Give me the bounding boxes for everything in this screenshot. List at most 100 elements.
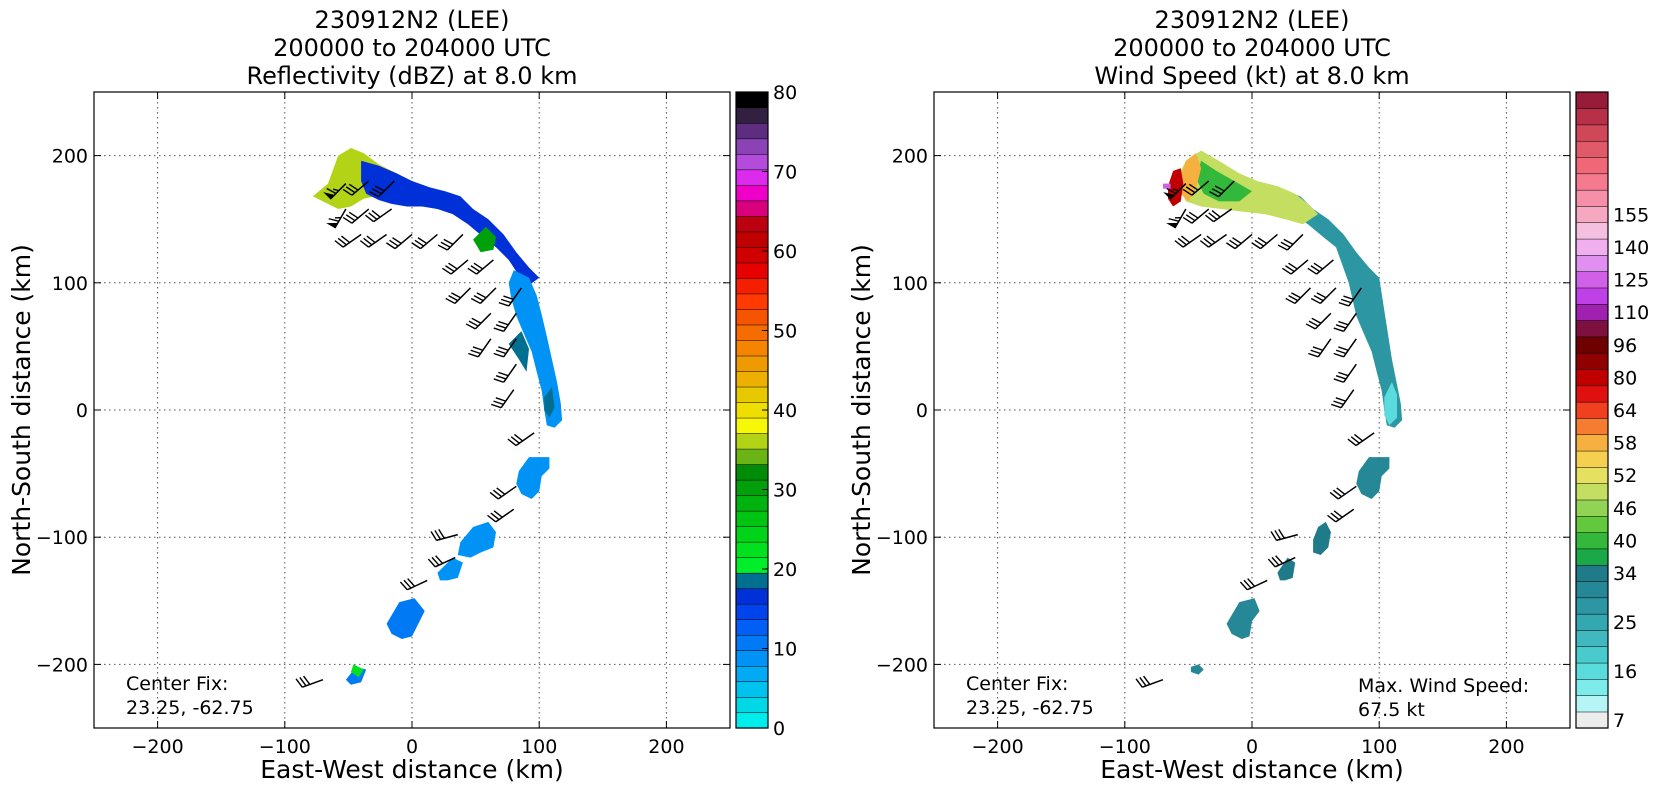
colorbar-segment [1575, 156, 1609, 175]
wind-barb [399, 578, 428, 591]
colorbar-tick-label: 64 [1613, 400, 1637, 422]
x-tick-label: 100 [521, 736, 557, 758]
colorbar-tick-label: 25 [1613, 612, 1637, 634]
wind-barb [1307, 259, 1334, 275]
wind-barb [411, 233, 438, 250]
colorbar-tick-label: 40 [773, 400, 797, 422]
wind-barb [364, 208, 393, 223]
wind-barb [386, 233, 413, 250]
colorbar-segment [735, 696, 769, 714]
colorbar-segment [1575, 91, 1609, 109]
colorbar-segment [735, 138, 769, 155]
colorbar-segment [1575, 140, 1609, 158]
colorbar-tick-label: 46 [1613, 498, 1637, 520]
wind-speed-colorbar: 7 16 25 34 40 46 52 58 64 80 96 110 125 140 155 [1575, 91, 1649, 732]
wind-barb [491, 389, 515, 409]
wind-speed-x-axis-label: East-West distance (km) [1100, 755, 1404, 784]
wind-barb [1277, 233, 1304, 251]
colorbar-segment [735, 526, 769, 543]
colorbar-tick-label: 34 [1613, 563, 1637, 585]
colorbar-segment [735, 510, 769, 527]
colorbar-segment [1575, 352, 1609, 370]
colorbar-segment [1575, 695, 1609, 713]
wind-speed-title-line-2: 200000 to 204000 UTC [1113, 34, 1391, 62]
wind-barb [1182, 180, 1210, 196]
wind-barb [493, 312, 517, 333]
colorbar-segment [735, 712, 769, 729]
field-region [386, 598, 425, 639]
wind-barb [323, 183, 347, 200]
colorbar-segment [1575, 532, 1609, 550]
colorbar-segment [1575, 711, 1609, 729]
wind-barb [1166, 208, 1187, 229]
colorbar-segment [1575, 662, 1609, 680]
x-tick-label: −200 [132, 736, 184, 758]
reflectivity-x-axis-label: East-West distance (km) [260, 755, 564, 784]
x-tick-label: 0 [1246, 736, 1258, 758]
colorbar-segment [735, 464, 769, 481]
colorbar-segment [1575, 271, 1609, 289]
wind-barb [1209, 180, 1235, 198]
field-region [1384, 382, 1397, 426]
colorbar-segment [1575, 613, 1609, 631]
wind-barb [1305, 312, 1332, 330]
wind-barb [369, 180, 395, 198]
reflectivity-echo-field [312, 148, 563, 685]
colorbar-segment [1575, 254, 1609, 272]
wind-barb [1308, 338, 1332, 358]
reflectivity-center-fix-label: Center Fix: [126, 673, 228, 695]
reflectivity-wind-barbs [295, 180, 535, 688]
colorbar-segment [735, 339, 769, 357]
field-region [473, 226, 496, 253]
wind-barb [468, 338, 492, 358]
field-region [1277, 557, 1296, 581]
wind-barb [1329, 485, 1357, 500]
field-region [1180, 153, 1202, 202]
wind-barb [1285, 287, 1312, 305]
colorbar-segment [1575, 124, 1609, 142]
wind-barb [470, 287, 497, 305]
wind-barb [445, 287, 472, 305]
y-tick-label: 200 [892, 146, 928, 168]
colorbar-segment [735, 665, 769, 683]
wind-barb [1226, 233, 1253, 250]
colorbar-segment [1575, 450, 1609, 468]
colorbar-segment [735, 681, 769, 698]
wind-barb [1333, 363, 1357, 383]
colorbar-segment [735, 153, 769, 171]
wind-barb [1135, 675, 1164, 688]
wind-barb [467, 259, 494, 275]
colorbar-segment [735, 308, 769, 326]
colorbar-segment [735, 107, 769, 124]
wind-barb [1163, 183, 1187, 200]
x-tick-label: 200 [648, 736, 684, 758]
wind-barb [487, 508, 515, 523]
colorbar-segment [1575, 173, 1609, 191]
wind-barb [437, 233, 464, 251]
wind-barb [489, 485, 517, 500]
wind-speed-axis-ticks: −200 −100 0 100 200 −200 −100 0 100 200 [876, 92, 1570, 758]
wind-barb [493, 363, 517, 383]
colorbar-segment [1575, 303, 1609, 321]
colorbar-segment [1575, 401, 1609, 419]
colorbar-segment [735, 650, 769, 667]
colorbar-segment [735, 324, 769, 341]
colorbar-tick-label: 40 [1613, 530, 1637, 552]
wind-barb [342, 208, 370, 224]
wind-speed-field [1163, 150, 1403, 675]
wind-speed-plot-area: −200 −100 0 100 200 −200 −100 0 100 200 [876, 91, 1571, 758]
reflectivity-plot-area: −200 −100 0 100 200 −200 −100 0 100 200 [36, 91, 731, 758]
colorbar-segment [735, 433, 769, 450]
colorbar-tick-label: 110 [1613, 302, 1649, 324]
colorbar-tick-label: 70 [773, 162, 797, 184]
wind-barb [342, 180, 370, 196]
x-tick-label: −200 [972, 736, 1024, 758]
y-tick-label: −200 [876, 654, 928, 676]
field-region [1163, 183, 1171, 189]
field-region [361, 160, 540, 286]
reflectivity-panel: 230912N2 (LEE) 200000 to 204000 UTC Refl… [7, 6, 797, 784]
y-tick-label: 100 [52, 273, 88, 295]
colorbar-segment [735, 370, 769, 388]
colorbar-segment [735, 215, 769, 233]
wind-barb [493, 338, 517, 358]
